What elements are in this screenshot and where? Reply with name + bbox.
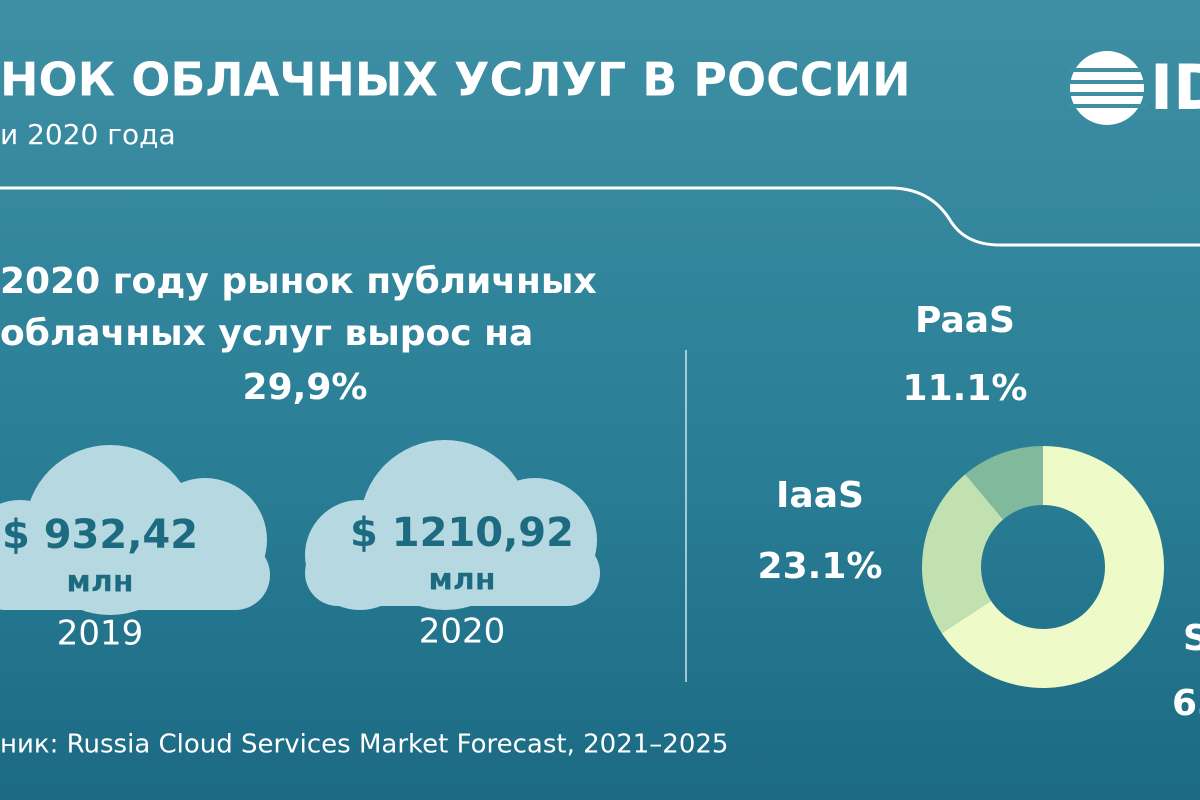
segment-value: 11.1% xyxy=(903,368,1028,409)
headline-value: 29,9% xyxy=(243,367,368,408)
segment-name: IaaS xyxy=(776,475,864,516)
logo-mark xyxy=(1068,51,1146,125)
segment-value: 65.8% xyxy=(1172,683,1200,724)
cloud-amount: $ 1210,92 xyxy=(350,510,574,556)
donut-segment xyxy=(941,446,1164,688)
logo-text: ID xyxy=(1150,51,1200,124)
headline: облачных услуг вырос на xyxy=(0,313,533,354)
headline: 2020 году рынок публичных xyxy=(0,261,597,302)
segment-name: SaaS xyxy=(1183,618,1200,659)
source: ник: Russia Cloud Services Market Foreca… xyxy=(0,730,728,760)
cloud-shape xyxy=(0,445,270,615)
segment-name: PaaS xyxy=(915,300,1015,341)
segment-value: 23.1% xyxy=(758,546,883,587)
cloud-year: 2019 xyxy=(57,614,144,654)
subtitle: и 2020 года xyxy=(0,118,176,151)
cloud-year: 2020 xyxy=(419,612,506,652)
divider-curve xyxy=(0,186,1200,247)
donut-segment xyxy=(922,474,1004,634)
donut-segment xyxy=(965,446,1043,520)
title: НОК ОБЛАЧНЫХ УСЛУГ В РОССИИ xyxy=(0,53,911,107)
cloud-amount: $ 932,42 xyxy=(2,512,198,558)
cloud-unit: млн xyxy=(66,565,133,600)
cloud-unit: млн xyxy=(428,563,495,598)
cloud-shape xyxy=(305,440,600,610)
